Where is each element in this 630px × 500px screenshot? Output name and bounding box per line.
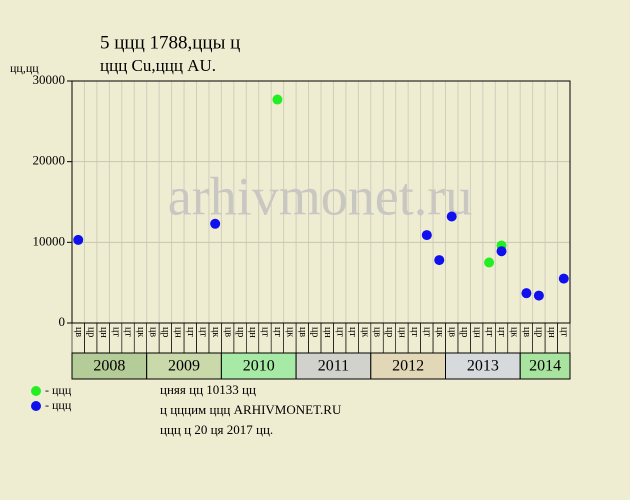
x-tick-label: цн [322,327,333,338]
point [496,246,507,257]
note: цняя цц 10133 цц [160,382,256,397]
x-tick-label: цр [85,327,96,337]
point [272,94,283,105]
x-tick-label: цр [309,327,320,337]
point [210,218,221,229]
year-label: 2008 [93,358,125,375]
x-tick-label: цр [160,327,171,337]
y-tick-label: 30000 [33,72,66,87]
note: ц цццим ццц ARHIVMONET.RU [160,402,342,417]
x-tick-label: цт [123,327,134,337]
x-tick-label: цн [173,327,184,338]
year-band [220,352,297,380]
x-tick-label: цв [446,327,457,337]
x-tick-label: цт [272,327,283,337]
x-tick-label: цт [334,327,345,337]
year-band [295,352,372,380]
point [533,290,544,301]
chart-title: 5 ццц 1788,ццы ц [100,32,240,53]
legend-marker [31,386,41,396]
chart-subtitle: ццц Cu,ццц AU. [100,56,216,75]
year-label: 2009 [168,358,200,375]
y-tick-label: 10000 [33,233,66,248]
x-tick-label: цк [285,327,296,337]
x-tick-label: цк [434,327,445,337]
x-tick-label: цн [247,327,258,338]
x-tick-label: цт [197,327,208,337]
x-tick-label: цр [459,327,470,337]
x-tick-label: цв [73,327,84,337]
point [421,230,432,241]
x-tick-label: цт [484,327,495,337]
x-tick-label: цр [534,327,545,337]
x-tick-label: цт [185,327,196,337]
x-tick-label: цр [384,327,395,337]
x-tick-label: цт [347,327,358,337]
y-axis-label: цц,цц [10,61,39,75]
year-label: 2012 [392,358,424,375]
legend-marker [31,401,41,411]
x-tick-label: цв [372,327,383,337]
x-tick-label: цн [397,327,408,338]
x-tick-label: цт [110,327,121,337]
month-cell [557,322,571,354]
legend-label: - ццц [45,398,72,412]
y-tick-label: 0 [59,314,66,329]
x-tick-label: цв [297,327,308,337]
x-tick-label: цк [509,327,520,337]
x-tick-label: цт [260,327,271,337]
x-tick-label: цв [148,327,159,337]
x-tick-label: цн [471,327,482,338]
x-tick-label: цв [222,327,233,337]
year-band [445,352,521,380]
point [73,234,84,245]
point [446,211,457,222]
x-tick-label: цв [521,327,532,337]
x-tick-label: цт [409,327,420,337]
point [434,255,445,266]
point [521,288,532,299]
year-label: 2010 [243,358,275,375]
x-tick-label: цк [210,327,221,337]
point [484,257,495,268]
year-label: 2014 [529,358,561,375]
year-label: 2011 [318,358,349,375]
x-tick-label: цт [496,327,507,337]
legend-label: - ццц [45,383,72,397]
x-tick-label: цн [546,327,557,338]
x-tick-label: цн [98,327,109,338]
note: ццц ц 20 ця 2017 цц. [160,422,273,437]
y-tick-label: 20000 [33,153,66,168]
x-tick-label: цт [422,327,433,337]
x-tick-label: цк [135,327,146,337]
x-tick-label: цр [235,327,246,337]
year-label: 2013 [467,358,499,375]
year-band [146,352,222,380]
x-tick-label: цт [558,327,569,337]
watermark: arhivmonet.ru [168,166,472,226]
point [558,273,569,284]
x-tick-label: цк [359,327,370,337]
year-band [519,352,571,380]
